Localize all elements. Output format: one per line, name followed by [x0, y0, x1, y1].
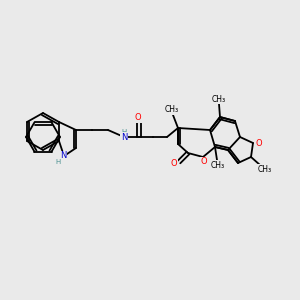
Text: H: H	[122, 129, 127, 135]
Text: O: O	[171, 158, 177, 167]
Text: CH₃: CH₃	[258, 164, 272, 173]
Text: O: O	[201, 158, 207, 166]
Text: H: H	[56, 159, 61, 165]
Text: N: N	[121, 133, 127, 142]
Text: O: O	[256, 139, 262, 148]
Text: CH₃: CH₃	[211, 160, 225, 169]
Text: CH₃: CH₃	[165, 106, 179, 115]
Text: CH₃: CH₃	[212, 94, 226, 103]
Text: N: N	[60, 152, 66, 160]
Text: O: O	[135, 113, 141, 122]
